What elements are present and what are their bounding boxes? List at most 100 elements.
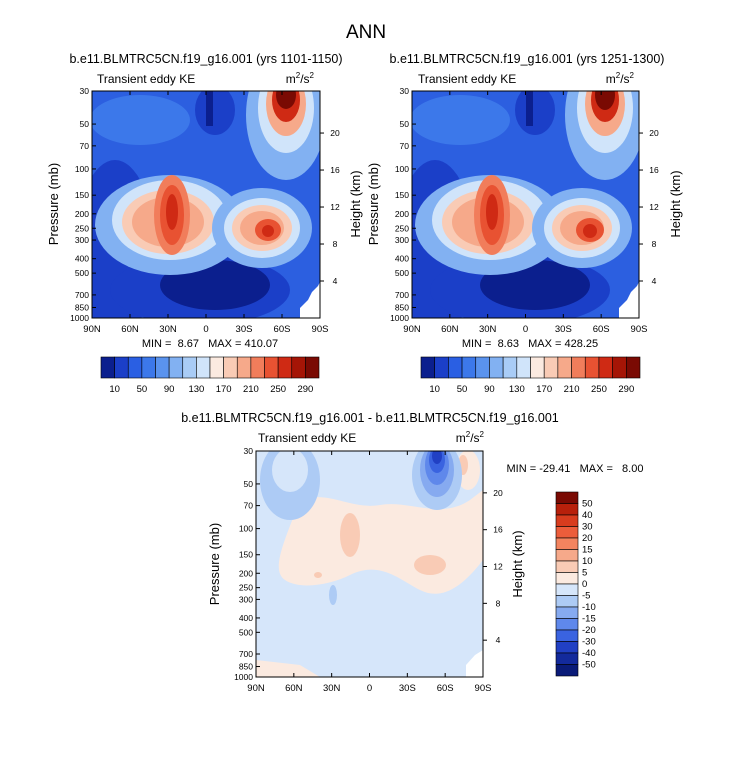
panel-3-left-label: Transient eddy KE	[258, 431, 356, 445]
panel-2-ytick-label: 850	[395, 302, 409, 312]
panel-3-colorbar-label: 30	[582, 522, 593, 533]
panel-3-colorbar-box	[555, 491, 579, 504]
panel-3-ytick-label: 250	[239, 583, 253, 593]
panel-1-colorbar-label: 290	[297, 384, 313, 395]
panel-3-colorbar-box	[555, 618, 579, 631]
panel-3-colorbar-box	[555, 664, 579, 677]
panel-2-colorbar-box	[612, 356, 627, 379]
panel-2-xtick-label: 30N	[479, 324, 497, 335]
panel-3-colorbar-label: -10	[582, 602, 596, 613]
panel-2-colorbar-box	[448, 356, 463, 379]
panel-3-colorbar-box	[555, 560, 579, 573]
panel-1-colorbar-label: 250	[270, 384, 286, 395]
panel-3-colorbar-box	[555, 583, 579, 596]
panel-1-ytick-label: 700	[75, 290, 89, 300]
panel-2-ytick-label: 30	[400, 86, 410, 96]
panel-1-xtick-label: 90N	[83, 324, 101, 335]
panel-3-ytick-label: 150	[239, 550, 253, 560]
panel-2-ytick-label: 250	[395, 223, 409, 233]
panel-1-xtick-label: 60S	[274, 324, 291, 335]
panel-1-xtick-label: 30N	[159, 324, 177, 335]
panel-1-colorbar-label: 90	[164, 384, 175, 395]
panel-2-colorbar-label: 50	[457, 384, 468, 395]
panel-2-ytick-label: 70	[400, 141, 410, 151]
panel-1-xtick-label: 30S	[236, 324, 253, 335]
panel-2-height-tick-label: 8	[652, 239, 657, 249]
panel-3-ytick-label: 400	[239, 613, 253, 623]
panel-3-colorbar-label: 5	[582, 568, 587, 579]
panel-2-xtick-label: 90N	[403, 324, 421, 335]
panel-3-xtick-label: 30S	[399, 683, 416, 694]
panel-2-ytick-label: 100	[395, 164, 409, 174]
panel-3-colorbar-label: -15	[582, 614, 596, 625]
panel-3-title: b.e11.BLMTRC5CN.f19_g16.001 - b.e11.BLMT…	[181, 411, 559, 425]
panel-3-colorbar-label: 40	[582, 510, 593, 521]
panel-1-colorbar-box	[291, 356, 306, 379]
panel-3-colorbar-box	[555, 652, 579, 665]
panel-2-ytick-label: 1000	[390, 313, 409, 323]
panel-3-colorbar-label: -20	[582, 625, 596, 636]
panel-3-height-tick-label: 20	[493, 488, 503, 498]
panel-2-colorbar-box	[502, 356, 518, 379]
panel-3-colorbar-box	[555, 514, 579, 527]
panel-1-colorbar-box	[168, 356, 184, 379]
panel-2-colorbar-box	[420, 356, 435, 379]
panel-3-colorbar-label: 15	[582, 545, 593, 556]
panel-1-ytick-label: 400	[75, 254, 89, 264]
panel-3-xtick-label: 30N	[323, 683, 341, 694]
panel-2-colorbar-label: 90	[484, 384, 495, 395]
panel-2-colorbar-box	[530, 356, 545, 379]
panel-2-ytick-label: 700	[395, 290, 409, 300]
panel-3-ytick-label: 200	[239, 568, 253, 578]
panel-1-colorbar-label: 50	[137, 384, 148, 395]
panel-3-ytick-label: 100	[239, 524, 253, 534]
panel-1-colorbar-box	[264, 356, 279, 379]
panel-3: b.e11.BLMTRC5CN.f19_g16.001 - b.e11.BLMT…	[181, 411, 643, 694]
panel-2-colorbar-label: 290	[618, 384, 634, 395]
panel-3-colorbar-label: 50	[582, 499, 593, 510]
panel-1-ytick-label: 70	[80, 141, 90, 151]
panel-3-ytick-label: 70	[244, 501, 254, 511]
panel-3-ytick-label: 300	[239, 594, 253, 604]
panel-3-xtick-label: 90S	[475, 683, 492, 694]
panel-3-colorbar-box	[555, 572, 579, 585]
panel-1-colorbar-label: 170	[216, 384, 232, 395]
panel-3-colorbar-box	[555, 503, 579, 516]
panel-1-colorbar-box	[305, 356, 320, 379]
panel-1-stats: MIN = 8.67 MAX = 410.07	[142, 338, 278, 350]
panel-1-ylabel-right: Height (km)	[348, 170, 363, 237]
panel-2-ytick-label: 150	[395, 190, 409, 200]
panel-3-ytick-label: 1000	[234, 672, 253, 682]
panel-2-ytick-label: 500	[395, 268, 409, 278]
panel-1-height-tick-label: 20	[330, 128, 340, 138]
panel-1-colorbar-box	[155, 356, 170, 379]
panel-2-colorbar-label: 10	[429, 384, 440, 395]
panel-3-xtick-label: 60S	[437, 683, 454, 694]
panel-1-xtick-label: 0	[203, 324, 208, 335]
panel-1-colorbar-box	[236, 356, 252, 379]
panel-3-colorbar-box	[555, 526, 579, 539]
panel-2-colorbar-box	[598, 356, 613, 379]
panel-1-colorbar-label: 210	[243, 384, 259, 395]
panel-3-height-tick-label: 16	[493, 525, 503, 535]
panel-2-xtick-label: 60N	[441, 324, 459, 335]
panel-1-height-tick-label: 4	[333, 276, 338, 286]
panel-3-colorbar-box	[555, 606, 579, 619]
panel-1-ytick-label: 30	[80, 86, 90, 96]
panel-2-colorbar-box	[461, 356, 477, 379]
panel-2-colorbar-box	[626, 356, 641, 379]
panel-3-colorbar-label: -40	[582, 648, 596, 659]
panel-1-ytick-label: 1000	[70, 313, 89, 323]
panel-3-ytick-label: 850	[239, 662, 253, 672]
panel-3-colorbar-box	[555, 537, 579, 550]
panel-3-colorbar-box	[555, 641, 579, 654]
panel-2-height-tick-label: 20	[649, 128, 659, 138]
panel-1-height-tick-label: 16	[330, 165, 340, 175]
panel-3-xtick-label: 0	[367, 683, 372, 694]
panel-1-ytick-label: 250	[75, 223, 89, 233]
figure-title: ANN	[346, 22, 386, 43]
panel-2-height-tick-label: 4	[652, 276, 657, 286]
panel-2-xtick-label: 0	[523, 324, 528, 335]
panel-2-colorbar-label: 210	[564, 384, 580, 395]
panel-2-colorbar-label: 130	[509, 384, 525, 395]
